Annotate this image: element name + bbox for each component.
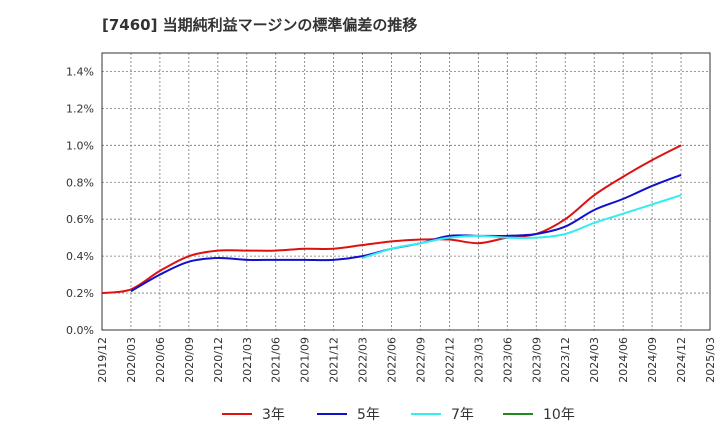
x-tick-label: 2020/06 <box>154 337 167 383</box>
y-tick-label: 0.4% <box>66 250 94 263</box>
x-tick-label: 2022/12 <box>443 337 456 383</box>
legend-label: 7年 <box>451 407 474 423</box>
chart-title: [7460] 当期純利益マージンの標準偏差の推移 <box>102 16 418 34</box>
x-tick-label: 2021/12 <box>328 337 341 383</box>
x-tick-label: 2022/09 <box>414 337 427 383</box>
x-tick-label: 2020/12 <box>212 337 225 383</box>
x-tick-label: 2024/12 <box>675 337 688 383</box>
y-tick-label: 1.2% <box>66 102 94 115</box>
x-tick-label: 2024/03 <box>588 337 601 383</box>
plot-border <box>101 52 711 331</box>
y-tick-label: 1.0% <box>66 139 94 152</box>
x-tick-label: 2022/06 <box>386 337 399 383</box>
legend-label: 3年 <box>262 407 285 423</box>
x-tick-label: 2023/12 <box>559 337 572 383</box>
x-tick-label: 2020/09 <box>183 337 196 383</box>
x-tick-label: 2023/09 <box>530 337 543 383</box>
y-tick-label: 0.2% <box>66 287 94 300</box>
x-tick-label: 2021/06 <box>270 337 283 383</box>
x-tick-label: 2023/03 <box>472 337 485 383</box>
x-tick-label: 2022/03 <box>357 337 370 383</box>
plot-area <box>102 53 710 330</box>
y-tick-label: 0.6% <box>66 213 94 226</box>
series-line-3年 <box>101 144 682 295</box>
x-tick-label: 2019/12 <box>96 337 109 383</box>
y-tick-label: 0.8% <box>66 176 94 189</box>
x-tick-label: 2023/06 <box>501 337 514 383</box>
y-tick-label: 0.0% <box>66 324 94 337</box>
legend-label: 10年 <box>543 407 575 423</box>
x-tick-label: 2021/03 <box>241 337 254 383</box>
x-tick-label: 2025/03 <box>704 337 717 383</box>
x-tick-label: 2020/03 <box>125 337 138 383</box>
y-tick-label: 1.4% <box>66 65 94 78</box>
series-line-7年 <box>362 194 682 259</box>
x-tick-label: 2024/09 <box>646 337 659 383</box>
x-tick-label: 2024/06 <box>617 337 630 383</box>
x-tick-label: 2021/09 <box>299 337 312 383</box>
legend-label: 5年 <box>357 407 380 423</box>
